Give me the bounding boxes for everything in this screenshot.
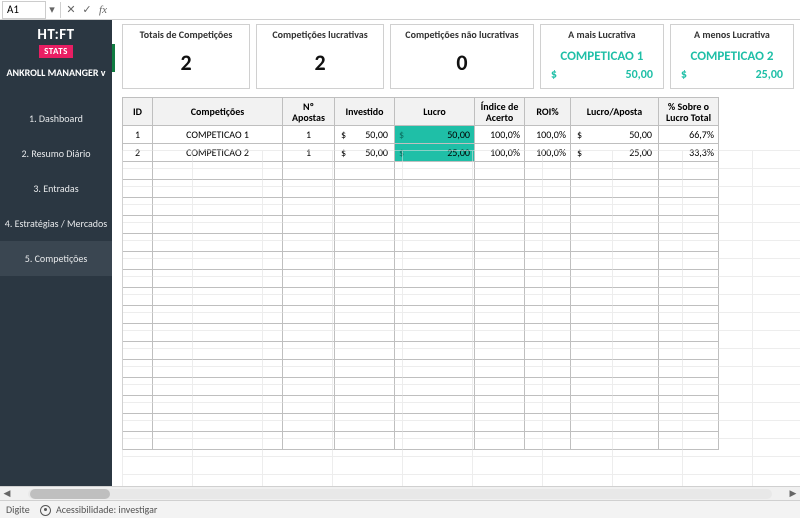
card-title: Competições não lucrativas [395, 28, 529, 43]
table-cell[interactable]: 100,0% [475, 126, 525, 144]
main-area: Totais de Competições2Competições lucrat… [112, 20, 800, 486]
scrollbar-thumb[interactable] [30, 489, 110, 499]
table-row[interactable]: 1COMPETICAO 11$50,00$50,00100,0%100,0%$5… [123, 126, 719, 144]
scroll-left-icon[interactable]: ◀ [0, 488, 14, 499]
name-box-dropdown-icon[interactable]: ▾ [46, 3, 58, 16]
logo: HT:FT STATS [37, 26, 74, 58]
summary-cards: Totais de Competições2Competições lucrat… [112, 20, 800, 91]
card-title: A menos Lucrativa [675, 28, 789, 43]
app-title: ANKROLL MANANGER v [6, 66, 105, 79]
card-amount: $50,00 [545, 68, 659, 82]
card-competition-name: COMPETICAO 2 [675, 49, 789, 64]
separator [60, 2, 61, 18]
card-amount: $25,00 [675, 68, 789, 82]
status-mode: Digite [6, 503, 30, 516]
table-cell[interactable]: $50,00 [335, 126, 395, 144]
sidebar-item-4[interactable]: 5. Competições [0, 241, 112, 276]
table-cell[interactable]: 1 [283, 126, 335, 144]
table-header[interactable]: Lucro [395, 98, 475, 126]
table-header[interactable]: ROI% [525, 98, 571, 126]
status-bar: Digite Acessibilidade: investigar [0, 500, 800, 518]
accessibility-label: Acessibilidade: investigar [56, 503, 157, 516]
card-competition-name: COMPETICAO 1 [545, 49, 659, 64]
confirm-icon[interactable]: ✓ [79, 3, 95, 16]
cell-reference: A1 [7, 3, 19, 16]
fx-icon[interactable]: fx [95, 4, 111, 16]
table-cell[interactable]: $50,00 [571, 126, 659, 144]
sidebar-item-2[interactable]: 3. Entradas [0, 171, 112, 206]
summary-card-0: Totais de Competições 2 [122, 24, 250, 89]
sidebar-item-1[interactable]: 2. Resumo Diário [0, 136, 112, 171]
table-header[interactable]: ID [123, 98, 153, 126]
nav: 1. Dashboard2. Resumo Diário3. Entradas4… [0, 101, 112, 276]
selection-indicator [112, 44, 115, 72]
table-cell[interactable]: 1 [123, 126, 153, 144]
scroll-right-icon[interactable]: ▶ [786, 488, 800, 499]
table-cell[interactable]: 66,7% [659, 126, 719, 144]
scrollbar-track[interactable] [28, 489, 772, 499]
table-header[interactable]: Investido [335, 98, 395, 126]
card-title: A mais Lucrativa [545, 28, 659, 43]
summary-card-4: A menos Lucrativa COMPETICAO 2 $25,00 [670, 24, 794, 89]
summary-card-2: Competições não lucrativas 0 [390, 24, 534, 89]
spreadsheet-grid[interactable] [122, 150, 800, 486]
card-title: Totais de Competições [127, 28, 245, 43]
accessibility-status[interactable]: Acessibilidade: investigar [40, 503, 158, 516]
sidebar-item-0[interactable]: 1. Dashboard [0, 101, 112, 136]
summary-card-1: Competições lucrativas 2 [256, 24, 384, 89]
table-cell[interactable]: COMPETICAO 1 [153, 126, 283, 144]
name-box[interactable]: A1 [2, 1, 46, 19]
table-header[interactable]: Lucro/Aposta [571, 98, 659, 126]
card-title: Competições lucrativas [261, 28, 379, 43]
sidebar: HT:FT STATS ANKROLL MANANGER v 1. Dashbo… [0, 20, 112, 486]
summary-card-3: A mais Lucrativa COMPETICAO 1 $50,00 [540, 24, 664, 89]
logo-badge: STATS [39, 45, 73, 58]
card-value: 0 [395, 49, 529, 76]
table-header[interactable]: Competições [153, 98, 283, 126]
card-value: 2 [127, 49, 245, 76]
workarea: HT:FT STATS ANKROLL MANANGER v 1. Dashbo… [0, 20, 800, 486]
table-cell[interactable]: 100,0% [525, 126, 571, 144]
cancel-icon[interactable]: ✕ [63, 3, 79, 16]
table-header[interactable]: Índice de Acerto [475, 98, 525, 126]
table-cell-lucro[interactable]: $50,00 [395, 126, 475, 144]
formula-bar: A1 ▾ ✕ ✓ fx [0, 0, 800, 20]
table-header[interactable]: Nº Apostas [283, 98, 335, 126]
table-header[interactable]: % Sobre o Lucro Total [659, 98, 719, 126]
logo-text: HT:FT [37, 26, 74, 44]
card-value: 2 [261, 49, 379, 76]
sidebar-item-3[interactable]: 4. Estratégias / Mercados [0, 206, 112, 241]
horizontal-scrollbar[interactable]: ◀ ▶ [0, 486, 800, 500]
accessibility-icon [40, 505, 51, 516]
